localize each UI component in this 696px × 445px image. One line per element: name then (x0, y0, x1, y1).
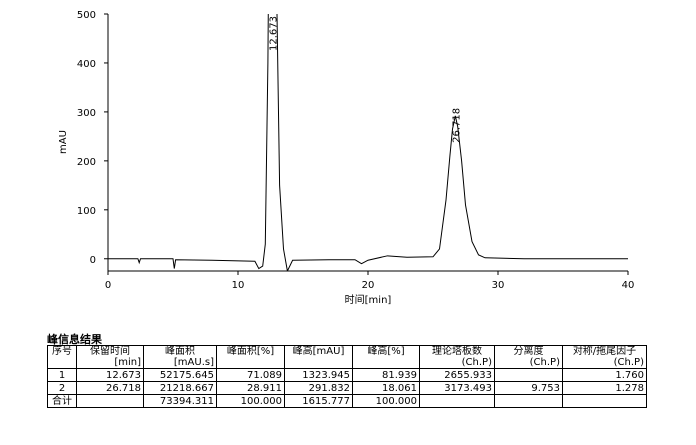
table-cell: 1.760 (562, 368, 647, 382)
table-title: 峰信息结果 (47, 333, 102, 346)
header-row: 序号 保留时间 [min] 峰面积 [mAU.s] 峰面积[%] 峰高[mAU] 峰高[%] 理… (47, 345, 647, 369)
table-cell: 71.089 (216, 368, 285, 382)
header-cell: 分离度 (Ch.P) (494, 345, 563, 369)
header-cell: 序号 (47, 345, 77, 369)
x-axis-label: 时间[min] (345, 293, 392, 306)
y-axis-label: mAU (58, 130, 69, 154)
table-cell: 291.832 (284, 381, 353, 395)
y-tick-label: 500 (77, 10, 96, 21)
table-cell: 18.061 (352, 381, 420, 395)
table-cell: 3173.493 (419, 381, 495, 395)
table-cell: 9.753 (494, 381, 563, 395)
table-cell: 26.718 (76, 381, 144, 395)
header-text: 峰高[mAU] (292, 346, 345, 357)
y-tick-label: 300 (77, 108, 96, 119)
x-tick-label: 30 (492, 280, 505, 291)
table-cell: 73394.311 (143, 394, 217, 408)
table-cell (76, 394, 144, 408)
header-cell: 峰高[mAU] (284, 345, 353, 369)
x-tick-label: 10 (232, 280, 245, 291)
table-cell: 21218.667 (143, 381, 217, 395)
header-text: 序号 (52, 346, 72, 357)
header-text: [mAU.s] (173, 357, 214, 368)
table-cell (494, 368, 563, 382)
header-cell: 峰高[%] (352, 345, 420, 369)
table-row: 2 26.718 21218.667 28.911 291.832 18.061 3173.… (47, 381, 647, 395)
header-text: 峰高[%] (367, 346, 405, 357)
header-text: 峰面积 (165, 346, 195, 357)
table-cell (419, 394, 495, 408)
chart: 时间[min] mAU 0 100 200 300 400 500 0 10 20 30 40 12.… (58, 10, 635, 306)
table-cell: 52175.645 (143, 368, 217, 382)
table-cell: 28.911 (216, 381, 285, 395)
peak-table: 序号 保留时间 [min] 峰面积 [mAU.s] 峰面积[%] 峰高[mAU] 峰高[%] 理… (47, 345, 647, 408)
header-text: 分离度 (513, 346, 544, 357)
table-row: 1 12.673 52175.645 71.089 1323.945 81.939 2655… (47, 368, 647, 382)
table-row: 合计 73394.311 100.000 1615.777 100.000 (47, 394, 647, 408)
peak-label: 12.673 (269, 16, 280, 51)
header-text: 峰面积[%] (226, 346, 275, 357)
header-text: 保留时间 (90, 346, 130, 357)
header-text: 理论塔板数 (432, 346, 482, 357)
header-text: 对称/拖尾因子 (572, 346, 637, 357)
header-text: (Ch.P) (613, 357, 644, 368)
table-cell: 1.278 (562, 381, 647, 395)
table-cell (562, 394, 647, 408)
table-cell: 100.000 (352, 394, 420, 408)
table-cell: 12.673 (76, 368, 144, 382)
table-cell: 81.939 (352, 368, 420, 382)
table-cell: 1 (47, 368, 77, 382)
table-cell: 1615.777 (284, 394, 353, 408)
table-cell (494, 394, 563, 408)
header-cell: 保留时间 [min] (76, 345, 144, 369)
header-text: (Ch.P) (461, 357, 492, 368)
header-text: [min] (114, 357, 141, 368)
header-cell: 峰面积[%] (216, 345, 285, 369)
trace (108, 14, 628, 271)
table-cell: 1323.945 (284, 368, 353, 382)
table-cell: 2655.933 (419, 368, 495, 382)
x-tick-label: 20 (362, 280, 375, 291)
y-tick-label: 400 (77, 59, 96, 70)
header-cell: 峰面积 [mAU.s] (143, 345, 217, 369)
header-cell: 理论塔板数 (Ch.P) (419, 345, 495, 369)
header-text: (Ch.P) (529, 357, 560, 368)
x-tick-label: 0 (105, 280, 111, 291)
x-tick-label: 40 (622, 280, 635, 291)
y-tick-label: 200 (77, 157, 96, 168)
peak-label: 26.718 (451, 108, 462, 143)
y-tick-label: 100 (77, 206, 96, 217)
table-cell: 2 (47, 381, 77, 395)
header-cell: 对称/拖尾因子 (Ch.P) (562, 345, 647, 369)
y-tick-label: 0 (90, 255, 96, 266)
table-cell: 100.000 (216, 394, 285, 408)
table-cell: 合计 (47, 394, 77, 408)
